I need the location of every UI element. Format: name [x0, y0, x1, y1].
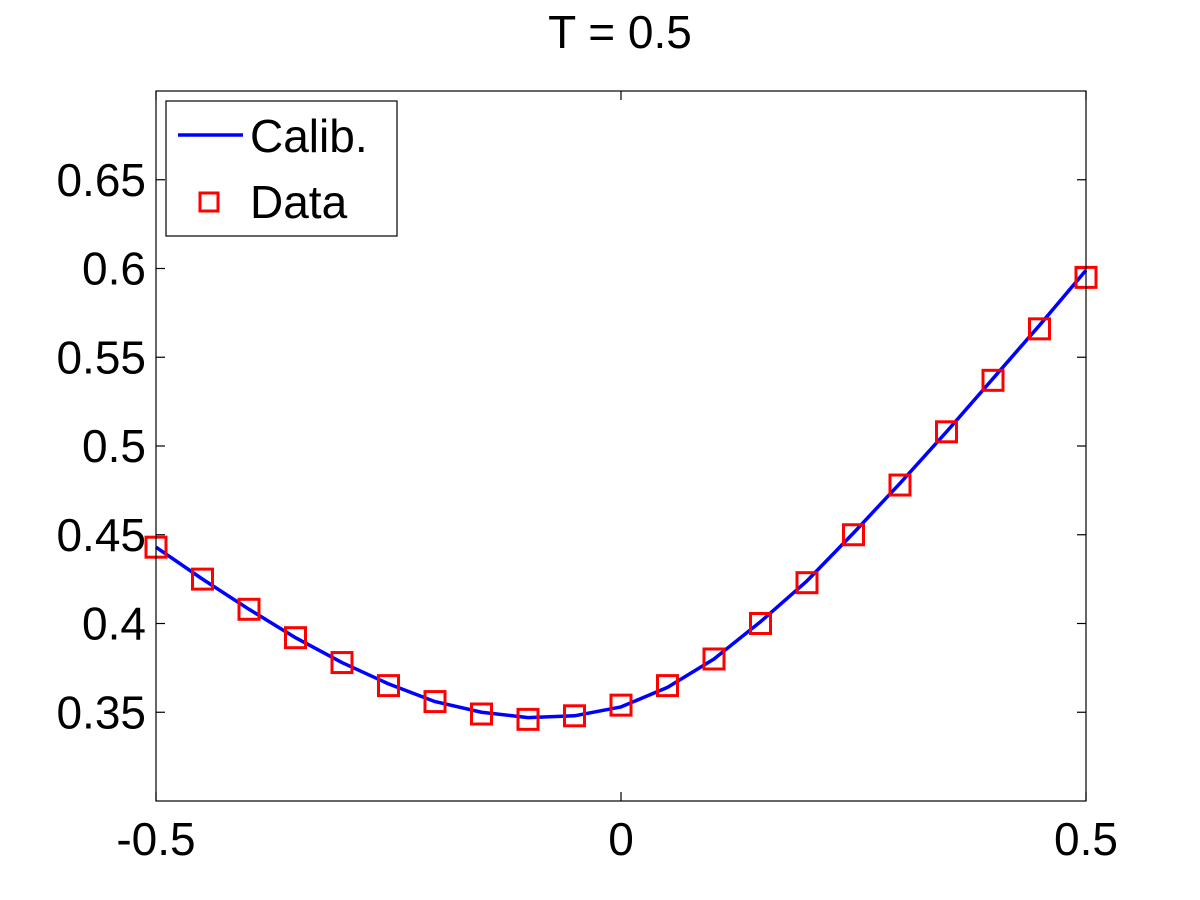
y-tick-label: 0.5: [82, 420, 146, 472]
x-tick-label: 0: [608, 813, 634, 865]
data-point-marker: [191, 567, 214, 591]
data-point-marker: [888, 473, 912, 497]
y-tick-label: 0.65: [56, 154, 146, 206]
legend-square-marker-icon: [198, 191, 220, 213]
series-line-calib: [155, 269, 1088, 720]
legend-label-data: Data: [250, 176, 348, 228]
legend: Calib. Data: [165, 100, 398, 237]
y-tick-label: 0.6: [82, 243, 146, 295]
data-point-marker: [702, 647, 726, 671]
data-point-marker: [284, 626, 307, 650]
data-point-marker: [563, 704, 586, 728]
data-point-marker: [935, 420, 958, 444]
data-point-marker: [237, 597, 261, 621]
data-point-marker: [516, 707, 540, 731]
data-point-marker: [377, 674, 400, 698]
data-point-marker: [1028, 317, 1051, 341]
data-point-marker: [470, 702, 493, 726]
series-layer: [144, 265, 1098, 731]
data-point-marker: [609, 693, 633, 717]
y-tick-label: 0.4: [82, 598, 146, 650]
plot-frame: [155, 90, 1087, 802]
chart-title: T = 0.5: [548, 6, 692, 58]
x-tick-label: -0.5: [116, 813, 195, 865]
data-point-marker: [842, 523, 865, 547]
data-point-marker: [330, 651, 354, 675]
axis-ticks: [155, 91, 1087, 801]
data-point-marker: [656, 674, 679, 698]
data-point-marker: [795, 571, 819, 595]
data-point-marker: [749, 612, 772, 635]
legend-box: [165, 100, 398, 237]
y-tick-label: 0.55: [56, 331, 146, 383]
tick-labels: -0.5 0 0.5 0.35 0.4 0.45 0.5 0.55 0.6 0.65: [56, 154, 1118, 865]
data-point-marker: [981, 368, 1005, 392]
y-tick-label: 0.45: [56, 509, 146, 561]
data-point-marker: [423, 690, 447, 714]
legend-label-calib: Calib.: [250, 110, 368, 162]
x-tick-label: 0.5: [1054, 813, 1118, 865]
y-tick-label: 0.35: [56, 686, 146, 738]
